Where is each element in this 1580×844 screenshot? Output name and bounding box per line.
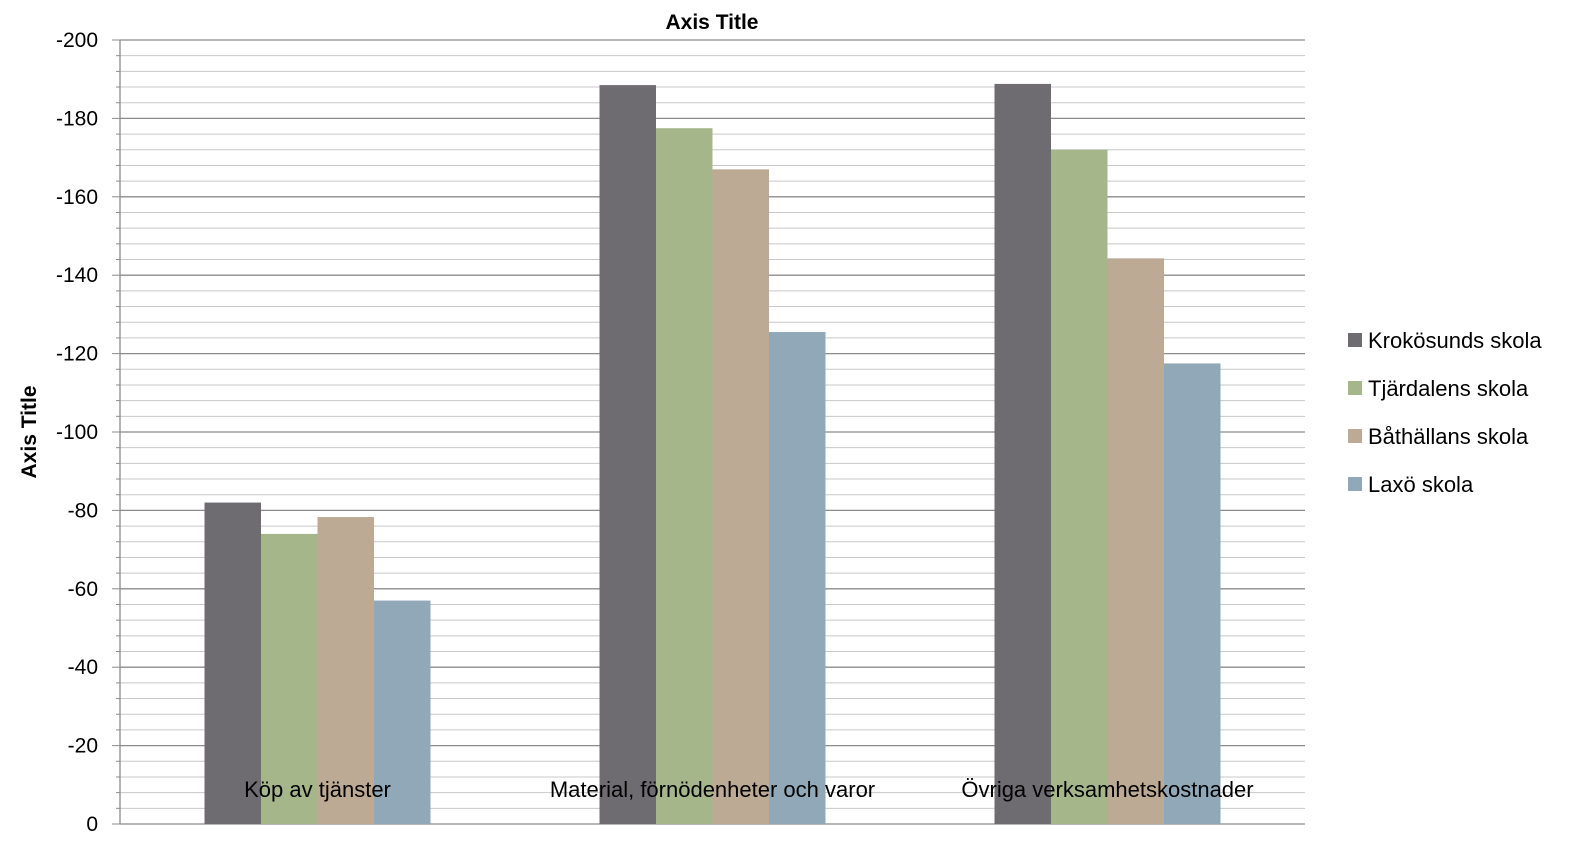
axes: 0 -20 -40 -60 -80 -100 -120 -140 -160 -180 -200 Köp… bbox=[56, 29, 1254, 836]
y-tick-label: -180 bbox=[56, 107, 98, 130]
y-tick-label: -200 bbox=[56, 29, 98, 52]
bar bbox=[317, 517, 374, 824]
y-tick-label: -160 bbox=[56, 186, 98, 209]
legend-label: Båthällans skola bbox=[1368, 424, 1529, 449]
bar bbox=[712, 169, 769, 825]
bar bbox=[1107, 258, 1164, 824]
bar bbox=[374, 600, 431, 824]
bar bbox=[769, 332, 826, 824]
bar bbox=[261, 533, 318, 824]
y-tick-label: -60 bbox=[68, 578, 98, 601]
legend-label: Tjärdalens skola bbox=[1368, 376, 1529, 401]
y-tick-label: -40 bbox=[68, 656, 98, 679]
bar bbox=[1164, 363, 1221, 824]
y-axis-title: Axis Title bbox=[18, 386, 41, 479]
bars bbox=[204, 83, 1221, 825]
legend: Krokösunds skola Tjärdalens skola Båthälla… bbox=[1348, 328, 1542, 497]
bar bbox=[1051, 149, 1108, 824]
legend-swatch bbox=[1348, 429, 1362, 443]
bar bbox=[204, 502, 261, 824]
x-category-label: Övriga verksamhetskostnader bbox=[961, 777, 1253, 802]
legend-swatch bbox=[1348, 333, 1362, 347]
chart-title: Axis Title bbox=[666, 11, 759, 34]
y-tick-label: -80 bbox=[68, 499, 98, 522]
y-tick-label: -20 bbox=[68, 735, 98, 758]
legend-label: Laxö skola bbox=[1368, 472, 1474, 497]
x-category-label: Köp av tjänster bbox=[244, 777, 391, 802]
bar bbox=[994, 83, 1051, 825]
bar bbox=[599, 85, 656, 824]
y-tick-label: -120 bbox=[56, 343, 98, 366]
x-category-label: Material, förnödenheter och varor bbox=[550, 777, 875, 802]
legend-swatch bbox=[1348, 381, 1362, 395]
bar bbox=[656, 128, 713, 824]
legend-label: Krokösunds skola bbox=[1368, 328, 1542, 353]
y-tick-label: -140 bbox=[56, 264, 98, 287]
legend-swatch bbox=[1348, 477, 1362, 491]
y-tick-label: -100 bbox=[56, 421, 98, 444]
y-tick-label: 0 bbox=[86, 813, 98, 836]
